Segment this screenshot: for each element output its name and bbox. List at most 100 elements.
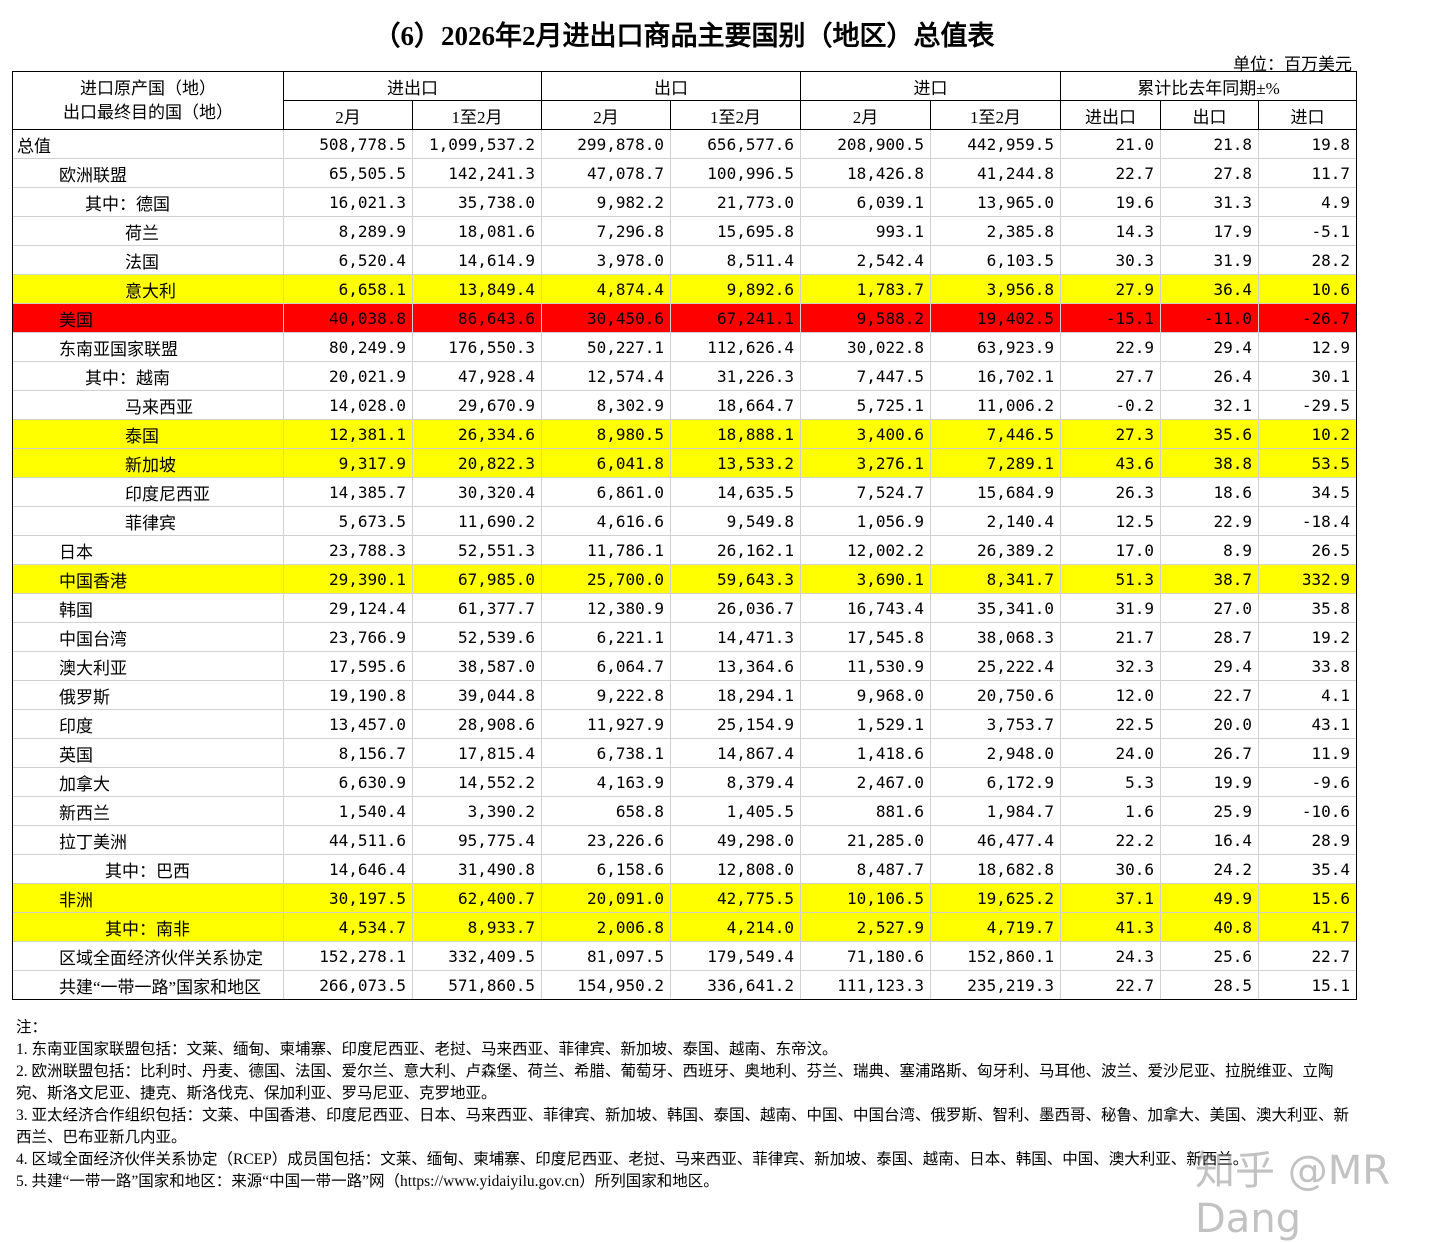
value-cell: 14,471.3	[670, 622, 801, 652]
value-cell: 52,551.3	[412, 535, 542, 565]
value-cell: 3,956.8	[930, 274, 1061, 304]
row-label: 新西兰	[12, 796, 284, 826]
value-cell: 19,190.8	[283, 680, 413, 710]
value-cell: 9,968.0	[800, 680, 931, 710]
value-cell: 25,222.4	[930, 651, 1061, 681]
value-cell: 112,626.4	[670, 332, 801, 362]
value-cell: 7,296.8	[541, 216, 671, 246]
value-cell: 336,641.2	[670, 970, 801, 1000]
sub-header: 2月	[283, 100, 413, 130]
value-cell: 11.9	[1258, 738, 1357, 768]
table-row: 法国 6,520.4 14,614.9 3,978.0 8,511.4 2,542.4 6,…	[12, 245, 1357, 275]
value-cell: 17,815.4	[412, 738, 542, 768]
row-label: 其中：巴西	[12, 854, 284, 884]
row-label: 区域全面经济伙伴关系协定	[12, 941, 284, 971]
table-row: 共建“一带一路”国家和地区 266,073.5 571,860.5 154,950.2…	[12, 970, 1357, 1000]
value-cell: 5,673.5	[283, 506, 413, 536]
value-cell: 1,529.1	[800, 709, 931, 739]
row-label: 美国	[12, 303, 284, 333]
value-cell: 2,467.0	[800, 767, 931, 797]
value-cell: 29.4	[1160, 651, 1259, 681]
table-row: 印度尼西亚 14,385.7 30,320.4 6,861.0 14,635.5 7,52…	[12, 477, 1357, 507]
value-cell: -11.0	[1160, 303, 1259, 333]
value-cell: 7,289.1	[930, 448, 1061, 478]
value-cell: 176,550.3	[412, 332, 542, 362]
row-label: 非洲	[12, 883, 284, 913]
table-header: 进口原产国（地） 出口最终目的国（地） 进出口 出口 进口 累计比去年同期±% 2月 1至2月…	[12, 71, 1357, 130]
value-cell: 4,874.4	[541, 274, 671, 304]
value-cell: 14,385.7	[283, 477, 413, 507]
value-cell: 15,695.8	[670, 216, 801, 246]
value-cell: 6,520.4	[283, 245, 413, 275]
value-cell: 51.3	[1060, 564, 1161, 594]
table-row: 拉丁美洲 44,511.6 95,775.4 23,226.6 49,298.0 21,2…	[12, 825, 1357, 855]
value-cell: -29.5	[1258, 390, 1357, 420]
value-cell: 13,364.6	[670, 651, 801, 681]
value-cell: 31,226.3	[670, 361, 801, 391]
value-cell: 35.4	[1258, 854, 1357, 884]
value-cell: 41.3	[1060, 912, 1161, 942]
value-cell: 41,244.8	[930, 158, 1061, 188]
value-cell: 26.7	[1160, 738, 1259, 768]
table-row: 总值 508,778.5 1,099,537.2 299,878.0 656,577.6…	[12, 129, 1357, 159]
value-cell: 1,056.9	[800, 506, 931, 536]
row-label: 泰国	[12, 419, 284, 449]
value-cell: 8,487.7	[800, 854, 931, 884]
value-cell: 14,614.9	[412, 245, 542, 275]
notes: 注： 1. 东南亚国家联盟包括：文莱、缅甸、柬埔寨、印度尼西亚、老挝、马来西亚、菲…	[16, 1017, 1356, 1193]
value-cell: 41.7	[1258, 912, 1357, 942]
value-cell: 22.9	[1160, 506, 1259, 536]
table-row: 新西兰 1,540.4 3,390.2 658.8 1,405.5 881.6 1,984.…	[12, 796, 1357, 826]
table-row: 其中：德国 16,021.3 35,738.0 9,982.2 21,773.0 6,03…	[12, 187, 1357, 217]
table-row: 加拿大 6,630.9 14,552.2 4,163.9 8,379.4 2,467.0 6…	[12, 767, 1357, 797]
value-cell: 4.9	[1258, 187, 1357, 217]
table-row: 马来西亚 14,028.0 29,670.9 8,302.9 18,664.7 5,725…	[12, 390, 1357, 420]
row-label: 俄罗斯	[12, 680, 284, 710]
value-cell: 15.6	[1258, 883, 1357, 913]
value-cell: 3,690.1	[800, 564, 931, 594]
value-cell: 1,984.7	[930, 796, 1061, 826]
value-cell: 14,635.5	[670, 477, 801, 507]
value-cell: 1,540.4	[283, 796, 413, 826]
table-row: 其中：南非 4,534.7 8,933.7 2,006.8 4,214.0 2,527.9…	[12, 912, 1357, 942]
value-cell: 7,447.5	[800, 361, 931, 391]
value-cell: 36.4	[1160, 274, 1259, 304]
value-cell: 21.7	[1060, 622, 1161, 652]
value-cell: 19,402.5	[930, 303, 1061, 333]
unit: 单位：百万美元	[1233, 55, 1352, 74]
table-row: 其中：越南 20,021.9 47,928.4 12,574.4 31,226.3 7,4…	[12, 361, 1357, 391]
table-row: 俄罗斯 19,190.8 39,044.8 9,222.8 18,294.1 9,968.…	[12, 680, 1357, 710]
value-cell: 656,577.6	[670, 129, 801, 159]
value-cell: 35,738.0	[412, 187, 542, 217]
value-cell: 20.0	[1160, 709, 1259, 739]
value-cell: 21.8	[1160, 129, 1259, 159]
value-cell: 18,682.8	[930, 854, 1061, 884]
value-cell: 22.7	[1258, 941, 1357, 971]
value-cell: 8,289.9	[283, 216, 413, 246]
value-cell: 27.7	[1060, 361, 1161, 391]
value-cell: 30.1	[1258, 361, 1357, 391]
value-cell: 3,400.6	[800, 419, 931, 449]
sub-header: 2月	[800, 100, 931, 130]
value-cell: 4,163.9	[541, 767, 671, 797]
value-cell: -10.6	[1258, 796, 1357, 826]
value-cell: 21,773.0	[670, 187, 801, 217]
value-cell: 35.6	[1160, 419, 1259, 449]
value-cell: -18.4	[1258, 506, 1357, 536]
value-cell: 14,646.4	[283, 854, 413, 884]
value-cell: 14,028.0	[283, 390, 413, 420]
value-cell: 8,302.9	[541, 390, 671, 420]
value-cell: -0.2	[1060, 390, 1161, 420]
value-cell: 4,214.0	[670, 912, 801, 942]
corner-cell: 进口原产国（地） 出口最终目的国（地）	[12, 71, 284, 130]
value-cell: 29,124.4	[283, 593, 413, 623]
row-label: 拉丁美洲	[12, 825, 284, 855]
value-cell: 881.6	[800, 796, 931, 826]
value-cell: 8.9	[1160, 535, 1259, 565]
value-cell: 1,418.6	[800, 738, 931, 768]
value-cell: 18,664.7	[670, 390, 801, 420]
value-cell: 11,006.2	[930, 390, 1061, 420]
value-cell: 7,524.7	[800, 477, 931, 507]
table-row: 中国香港 29,390.1 67,985.0 25,700.0 59,643.3 3,69…	[12, 564, 1357, 594]
value-cell: 17.0	[1060, 535, 1161, 565]
